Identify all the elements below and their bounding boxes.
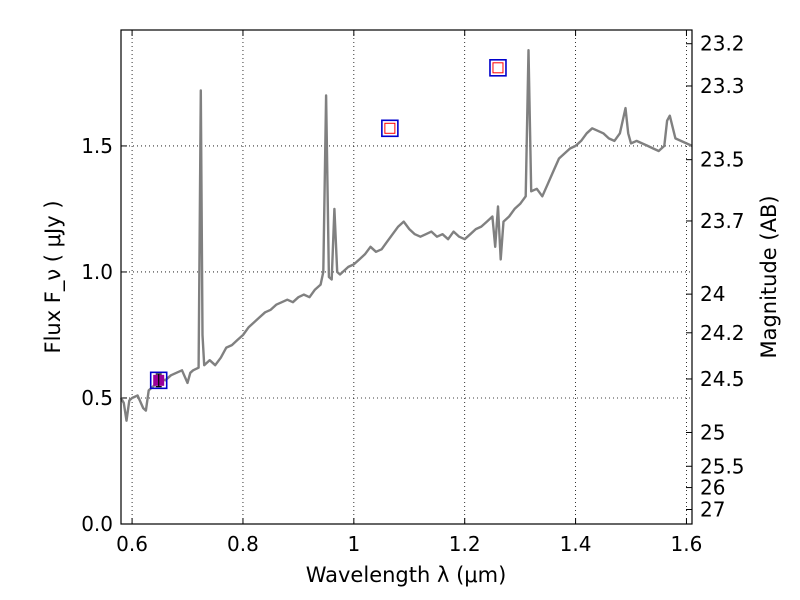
magnitude-tick-label: 25 [700,420,725,444]
x-tick-label: 1.6 [671,532,703,556]
magnitude-tick-label: 23.5 [700,148,745,172]
magnitude-tick-label: 27 [700,497,725,521]
y-tick-label: 0.0 [81,512,113,536]
magnitude-tick-label: 23.7 [700,209,745,233]
spectrum-line [119,49,693,422]
photometry-marker [492,62,504,74]
x-tick-label: 1.4 [560,532,592,556]
photometry-box [381,119,399,138]
x-tick-label: 1 [347,532,360,556]
x-tick-label: 1.2 [449,532,481,556]
y-tick-label: 1.5 [81,134,113,158]
x-tick-label: 0.8 [227,532,259,556]
magnitude-tick-label: 24 [700,282,725,306]
y-axis-ticks: 0.0 0.5 1.0 1.5 [81,134,127,536]
y-axis-label: Flux F_ν ( μJy ) [41,200,66,353]
photometry-points [149,59,507,390]
x-axis-ticks: 0.6 0.8 1 1.2 1.4 1.6 [116,30,702,556]
magnitude-tick-label: 24.5 [700,367,745,391]
photometry-box [489,59,507,77]
x-axis-label: Wavelength λ (μm) [306,563,507,587]
plot-frame [120,29,693,525]
photometry-box [149,371,168,390]
magnitude-axis-label: Magnitude (AB) [757,195,781,358]
photometry-marker [384,122,396,134]
magnitude-tick-label: 25.5 [700,454,745,478]
magnitude-tick-label: 26 [700,476,725,500]
magnitude-tick-label: 23.2 [700,32,745,56]
magnitude-tick-label: 23.3 [700,74,745,98]
magnitude-tick-label: 24.2 [700,321,745,345]
y-tick-label: 1.0 [81,260,113,284]
y-tick-label: 0.5 [81,386,113,410]
x-tick-label: 0.6 [116,532,148,556]
spectrum-series [119,49,693,422]
